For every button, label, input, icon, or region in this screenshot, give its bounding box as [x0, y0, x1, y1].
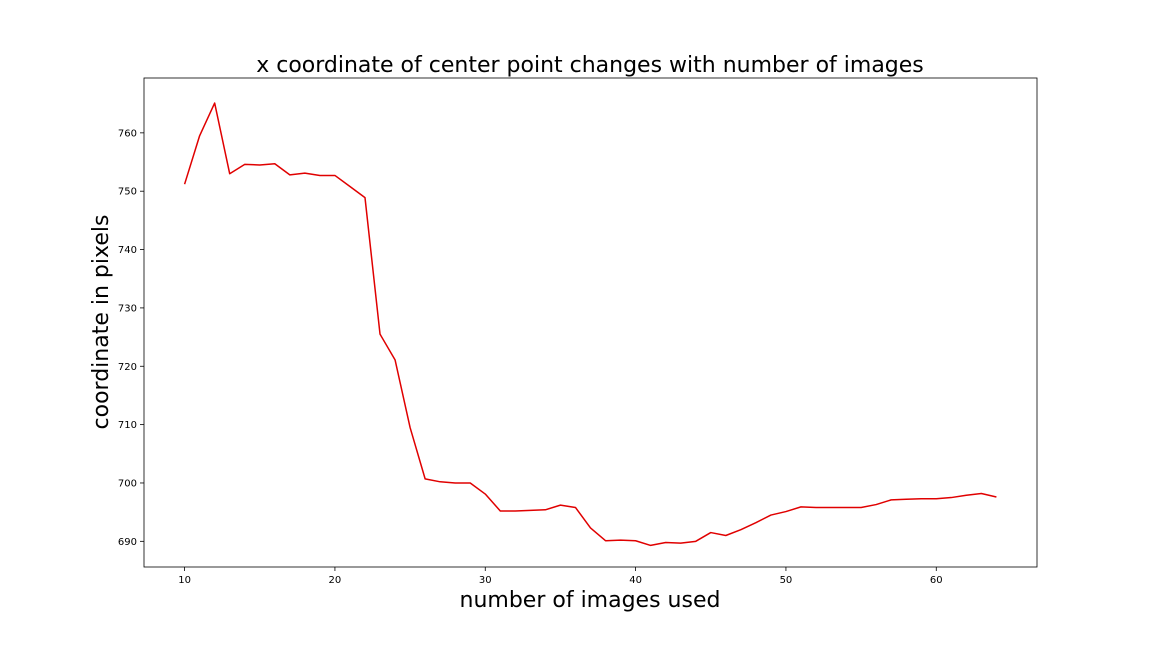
y-tick-label: 750 — [118, 187, 137, 198]
series-line — [183, 102, 997, 547]
x-tick-label: 50 — [780, 575, 793, 586]
x-tick-label: 20 — [329, 575, 342, 586]
y-axis-label: coordinate in pixels — [89, 215, 114, 430]
plot-area: 10 20 30 40 50 60 690 700 710 720 730 740 750 760 — [118, 77, 1038, 586]
y-tick-label: 700 — [118, 478, 137, 489]
y-tick-label: 690 — [118, 537, 137, 548]
x-tick-label: 10 — [178, 575, 191, 586]
y-tick-label: 730 — [118, 303, 137, 314]
y-tick-label: 720 — [118, 362, 137, 373]
x-axis-label: number of images used — [460, 588, 721, 613]
y-tick-label: 740 — [118, 245, 137, 256]
chart-title: x coordinate of center point changes wit… — [256, 53, 924, 78]
y-tick-label: 760 — [118, 128, 137, 139]
x-tick-label: 60 — [930, 575, 943, 586]
x-tick-label: 30 — [479, 575, 492, 586]
y-tick-label: 710 — [118, 420, 137, 431]
x-tick-label: 40 — [629, 575, 642, 586]
plot-frame — [143, 77, 1038, 568]
